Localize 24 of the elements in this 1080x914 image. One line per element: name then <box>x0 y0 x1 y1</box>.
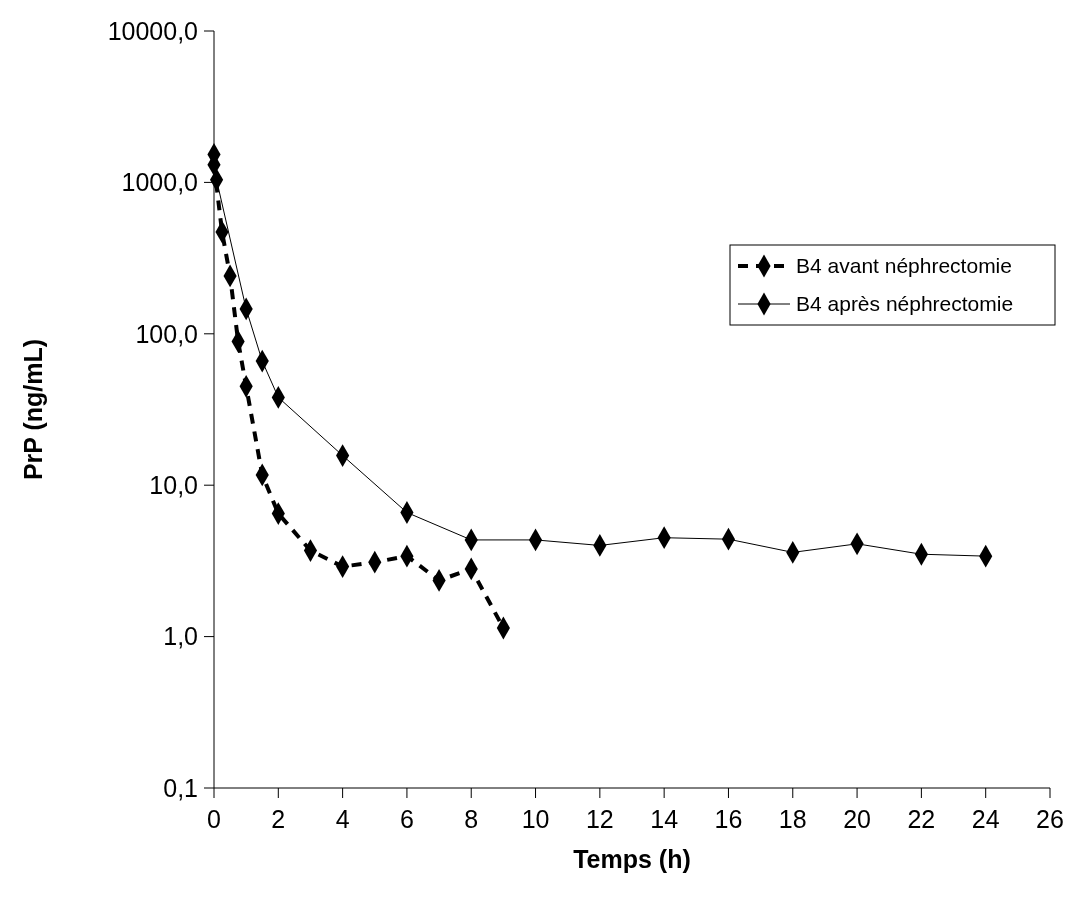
x-tick-label: 22 <box>907 805 936 833</box>
x-tick-label: 6 <box>399 805 414 833</box>
y-tick-label: 1,0 <box>163 622 198 651</box>
y-tick-label: 10,0 <box>149 470 198 499</box>
x-tick-label: 0 <box>207 805 221 833</box>
y-tick-label: 0,1 <box>163 773 198 802</box>
x-axis-title: Temps (h) <box>573 845 691 873</box>
y-tick-label: 10000,0 <box>107 16 198 45</box>
x-tick-label: 26 <box>1036 805 1064 833</box>
y-tick-label: 1000,0 <box>121 168 198 197</box>
x-tick-label: 14 <box>650 805 679 833</box>
x-tick-label: 4 <box>335 805 350 833</box>
x-tick-label: 8 <box>464 805 479 833</box>
y-tick-label: 100,0 <box>135 319 198 348</box>
x-tick-label: 12 <box>585 805 614 833</box>
x-tick-label: 18 <box>778 805 807 833</box>
legend-label: B4 avant néphrectomie <box>796 254 1012 278</box>
x-tick-label: 24 <box>971 805 1000 833</box>
x-tick-label: 20 <box>843 805 871 833</box>
x-tick-label: 16 <box>714 805 743 833</box>
y-axis-title: PrP (ng/mL) <box>19 338 47 481</box>
x-tick-label: 2 <box>271 805 286 833</box>
legend-label: B4 après néphrectomie <box>796 292 1014 316</box>
x-tick-label: 10 <box>521 805 550 833</box>
